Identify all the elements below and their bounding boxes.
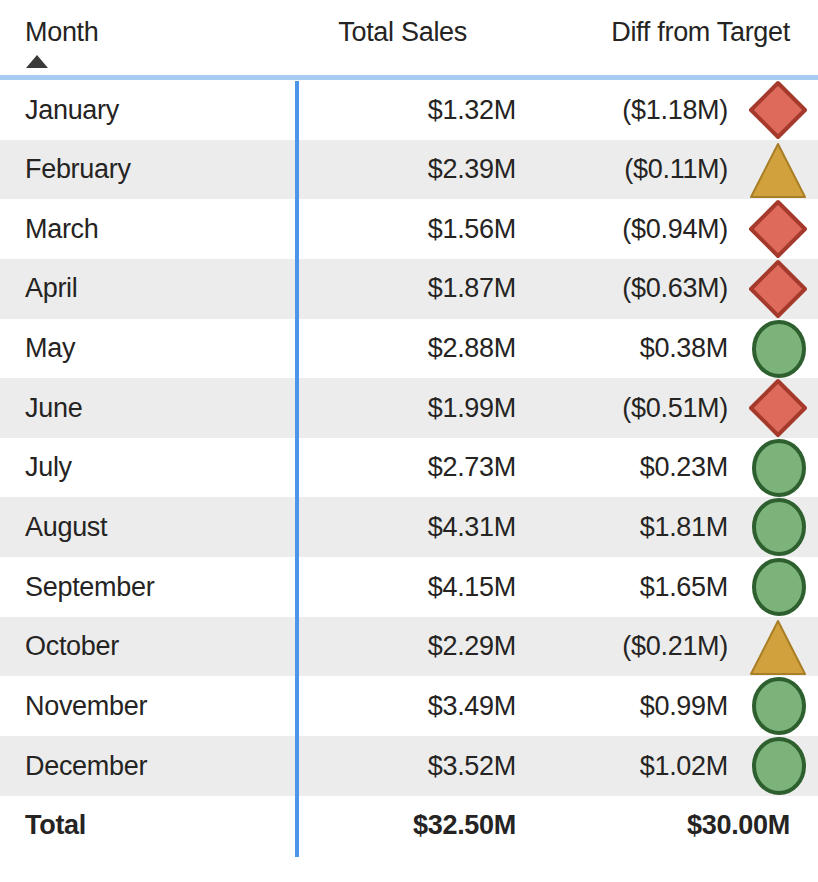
table-row[interactable]: March $1.56M ($0.94M) — [0, 199, 818, 259]
diff-from-target-cell: ($0.11M) — [520, 154, 732, 185]
table-row[interactable]: November $3.49M $0.99M — [0, 676, 818, 736]
total-sales-cell: $1.87M — [297, 273, 520, 304]
red-diamond-icon — [748, 259, 808, 319]
status-icon-cell — [732, 319, 818, 379]
diff-from-target-cell: ($1.18M) — [520, 95, 732, 126]
month-cell: November — [0, 691, 297, 722]
diff-from-target-cell: $1.02M — [520, 751, 732, 782]
diff-from-target-cell: $1.81M — [520, 512, 732, 543]
table-body: January $1.32M ($1.18M) February $2.39M … — [0, 80, 818, 796]
table-row[interactable]: December $3.52M $1.02M — [0, 736, 818, 796]
sales-table-visual: Month Total Sales Diff from Target Janua… — [0, 0, 818, 882]
month-cell: December — [0, 751, 297, 782]
month-cell: June — [0, 393, 297, 424]
total-sales-cell: $2.29M — [297, 631, 520, 662]
status-icon-cell — [732, 617, 818, 677]
month-cell: July — [0, 452, 297, 483]
table-row[interactable]: February $2.39M ($0.11M) — [0, 140, 818, 200]
table-row[interactable]: August $4.31M $1.81M — [0, 497, 818, 557]
table-row[interactable]: October $2.29M ($0.21M) — [0, 617, 818, 677]
total-sales-value: $32.50M — [297, 810, 520, 841]
month-cell: May — [0, 333, 297, 364]
total-sales-cell: $2.73M — [297, 452, 520, 483]
red-diamond-icon — [748, 378, 808, 438]
status-icon-cell — [732, 259, 818, 319]
status-icon-cell — [732, 140, 818, 200]
green-circle-icon — [750, 497, 808, 557]
amber-triangle-icon — [748, 617, 808, 677]
green-circle-icon — [750, 676, 808, 736]
red-diamond-icon — [748, 80, 808, 140]
diff-from-target-cell: ($0.94M) — [520, 214, 732, 245]
column-header-total-sales[interactable]: Total Sales — [297, 0, 520, 75]
total-sales-cell: $2.88M — [297, 333, 520, 364]
diff-from-target-cell: $0.23M — [520, 452, 732, 483]
total-diff-value: $30.00M — [520, 810, 818, 841]
total-sales-cell: $3.49M — [297, 691, 520, 722]
status-icon-cell — [732, 557, 818, 617]
status-icon-cell — [732, 497, 818, 557]
table-row[interactable]: April $1.87M ($0.63M) — [0, 259, 818, 319]
total-sales-cell: $3.52M — [297, 751, 520, 782]
column-header-month[interactable]: Month — [0, 0, 297, 75]
column-header-diff-from-target-label: Diff from Target — [611, 17, 790, 47]
status-icon-cell — [732, 80, 818, 140]
column-header-total-sales-label: Total Sales — [338, 17, 467, 47]
column-header-diff-from-target[interactable]: Diff from Target — [520, 0, 818, 75]
total-sales-cell: $2.39M — [297, 154, 520, 185]
amber-triangle-icon — [748, 140, 808, 200]
month-cell: January — [0, 95, 297, 126]
table-row[interactable]: May $2.88M $0.38M — [0, 319, 818, 379]
sort-ascending-icon — [26, 55, 48, 68]
green-circle-icon — [750, 319, 808, 379]
month-cell: August — [0, 512, 297, 543]
diff-from-target-cell: ($0.21M) — [520, 631, 732, 662]
total-sales-cell: $1.56M — [297, 214, 520, 245]
diff-from-target-cell: $1.65M — [520, 572, 732, 603]
table-row[interactable]: July $2.73M $0.23M — [0, 438, 818, 498]
month-cell: October — [0, 631, 297, 662]
status-icon-cell — [732, 736, 818, 796]
total-sales-cell: $4.31M — [297, 512, 520, 543]
column-divider-line — [295, 81, 299, 857]
diff-from-target-cell: $0.99M — [520, 691, 732, 722]
table-header-row: Month Total Sales Diff from Target — [0, 0, 818, 80]
total-sales-cell: $1.99M — [297, 393, 520, 424]
green-circle-icon — [750, 438, 808, 498]
month-cell: April — [0, 273, 297, 304]
status-icon-cell — [732, 199, 818, 259]
total-sales-cell: $1.32M — [297, 95, 520, 126]
table-row[interactable]: June $1.99M ($0.51M) — [0, 378, 818, 438]
month-cell: March — [0, 214, 297, 245]
table-total-row: Total $32.50M $30.00M — [0, 796, 818, 856]
diff-from-target-cell: ($0.63M) — [520, 273, 732, 304]
red-diamond-icon — [748, 199, 808, 259]
status-icon-cell — [732, 676, 818, 736]
total-label: Total — [0, 810, 297, 841]
month-cell: September — [0, 572, 297, 603]
green-circle-icon — [750, 736, 808, 796]
status-icon-cell — [732, 378, 818, 438]
diff-from-target-cell: ($0.51M) — [520, 393, 732, 424]
diff-from-target-cell: $0.38M — [520, 333, 732, 364]
table-row[interactable]: September $4.15M $1.65M — [0, 557, 818, 617]
month-cell: February — [0, 154, 297, 185]
total-sales-cell: $4.15M — [297, 572, 520, 603]
green-circle-icon — [750, 557, 808, 617]
table-row[interactable]: January $1.32M ($1.18M) — [0, 80, 818, 140]
status-icon-cell — [732, 438, 818, 498]
column-header-month-label: Month — [25, 17, 99, 47]
